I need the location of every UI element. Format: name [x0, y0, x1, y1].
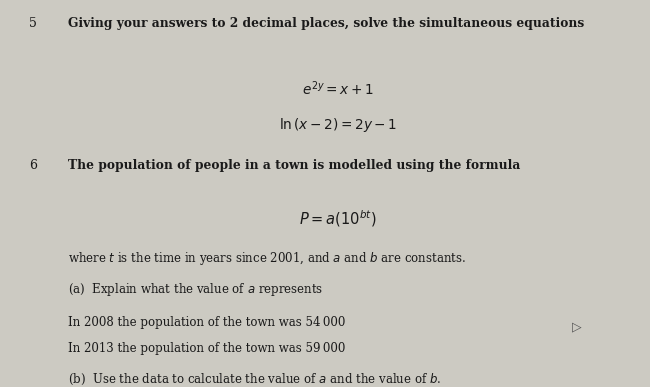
Text: Giving your answers to 2 decimal places, solve the simultaneous equations: Giving your answers to 2 decimal places,…	[68, 17, 584, 31]
Text: In 2013 the population of the town was 59 000: In 2013 the population of the town was 5…	[68, 342, 346, 356]
Text: ▷: ▷	[572, 320, 582, 333]
Text: $\mathrm{ln}\,(x - 2) = 2y - 1$: $\mathrm{ln}\,(x - 2) = 2y - 1$	[279, 116, 397, 134]
Text: $e^{2y} = x + 1$: $e^{2y} = x + 1$	[302, 79, 374, 98]
Text: (a)  Explain what the value of $a$ represents: (a) Explain what the value of $a$ repres…	[68, 281, 324, 298]
Text: 6: 6	[29, 159, 37, 172]
Text: 5: 5	[29, 17, 37, 31]
Text: $P = a(10^{bt})$: $P = a(10^{bt})$	[299, 208, 377, 229]
Text: where $t$ is the time in years since 2001, and $a$ and $b$ are constants.: where $t$ is the time in years since 200…	[68, 250, 466, 267]
Text: The population of people in a town is modelled using the formula: The population of people in a town is mo…	[68, 159, 521, 172]
Text: (b)  Use the data to calculate the value of $a$ and the value of $b$.: (b) Use the data to calculate the value …	[68, 372, 441, 387]
Text: In 2008 the population of the town was 54 000: In 2008 the population of the town was 5…	[68, 316, 346, 329]
